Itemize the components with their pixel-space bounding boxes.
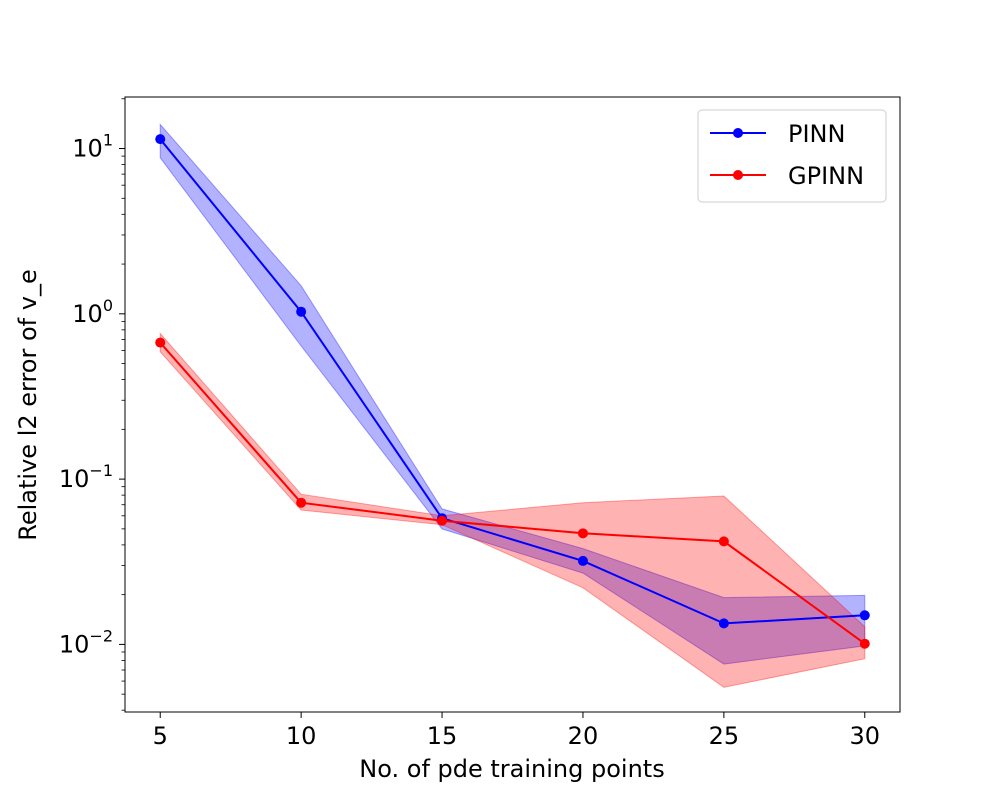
x-axis-ticks: 5 10 15 20 25 30	[153, 712, 880, 750]
point-pinn	[859, 610, 870, 621]
point-gpinn	[296, 497, 307, 508]
point-pinn	[718, 618, 729, 629]
line-gpinn	[159, 341, 866, 645]
y-axis-ticks: 101 100 10−1 10−2	[59, 98, 125, 711]
point-gpinn	[155, 337, 166, 348]
y-axis-label: Relative l2 error of v_e	[14, 269, 42, 540]
point-pinn	[577, 555, 588, 566]
band-gpinn	[159, 332, 866, 688]
point-gpinn	[718, 536, 729, 547]
x-tick-label: 25	[709, 722, 740, 750]
x-tick-label: 30	[849, 722, 880, 750]
confidence-bands	[159, 123, 866, 688]
x-tick-label: 20	[568, 722, 599, 750]
y-tick-label: 10−1	[59, 461, 113, 493]
x-axis-label: No. of pde training points	[359, 755, 664, 783]
legend-label-pinn: PINN	[788, 120, 845, 148]
legend-label-gpinn: GPINN	[788, 162, 864, 190]
legend-marker-pinn	[733, 128, 743, 138]
axes-frame	[124, 96, 901, 713]
point-pinn	[296, 306, 307, 317]
series-markers	[155, 134, 870, 649]
legend: PINN GPINN	[697, 109, 887, 203]
point-pinn	[155, 134, 166, 145]
x-tick-label: 15	[427, 722, 458, 750]
y-tick-label: 10−2	[59, 626, 113, 658]
point-gpinn	[577, 528, 588, 539]
x-tick-label: 10	[286, 722, 317, 750]
point-gpinn	[859, 638, 870, 649]
y-tick-label: 100	[72, 296, 113, 328]
y-tick-label: 101	[72, 131, 113, 163]
line-pinn	[159, 138, 865, 625]
x-tick-label: 5	[153, 722, 168, 750]
point-gpinn	[437, 515, 448, 526]
series-lines	[159, 138, 866, 645]
legend-marker-gpinn	[733, 170, 743, 180]
